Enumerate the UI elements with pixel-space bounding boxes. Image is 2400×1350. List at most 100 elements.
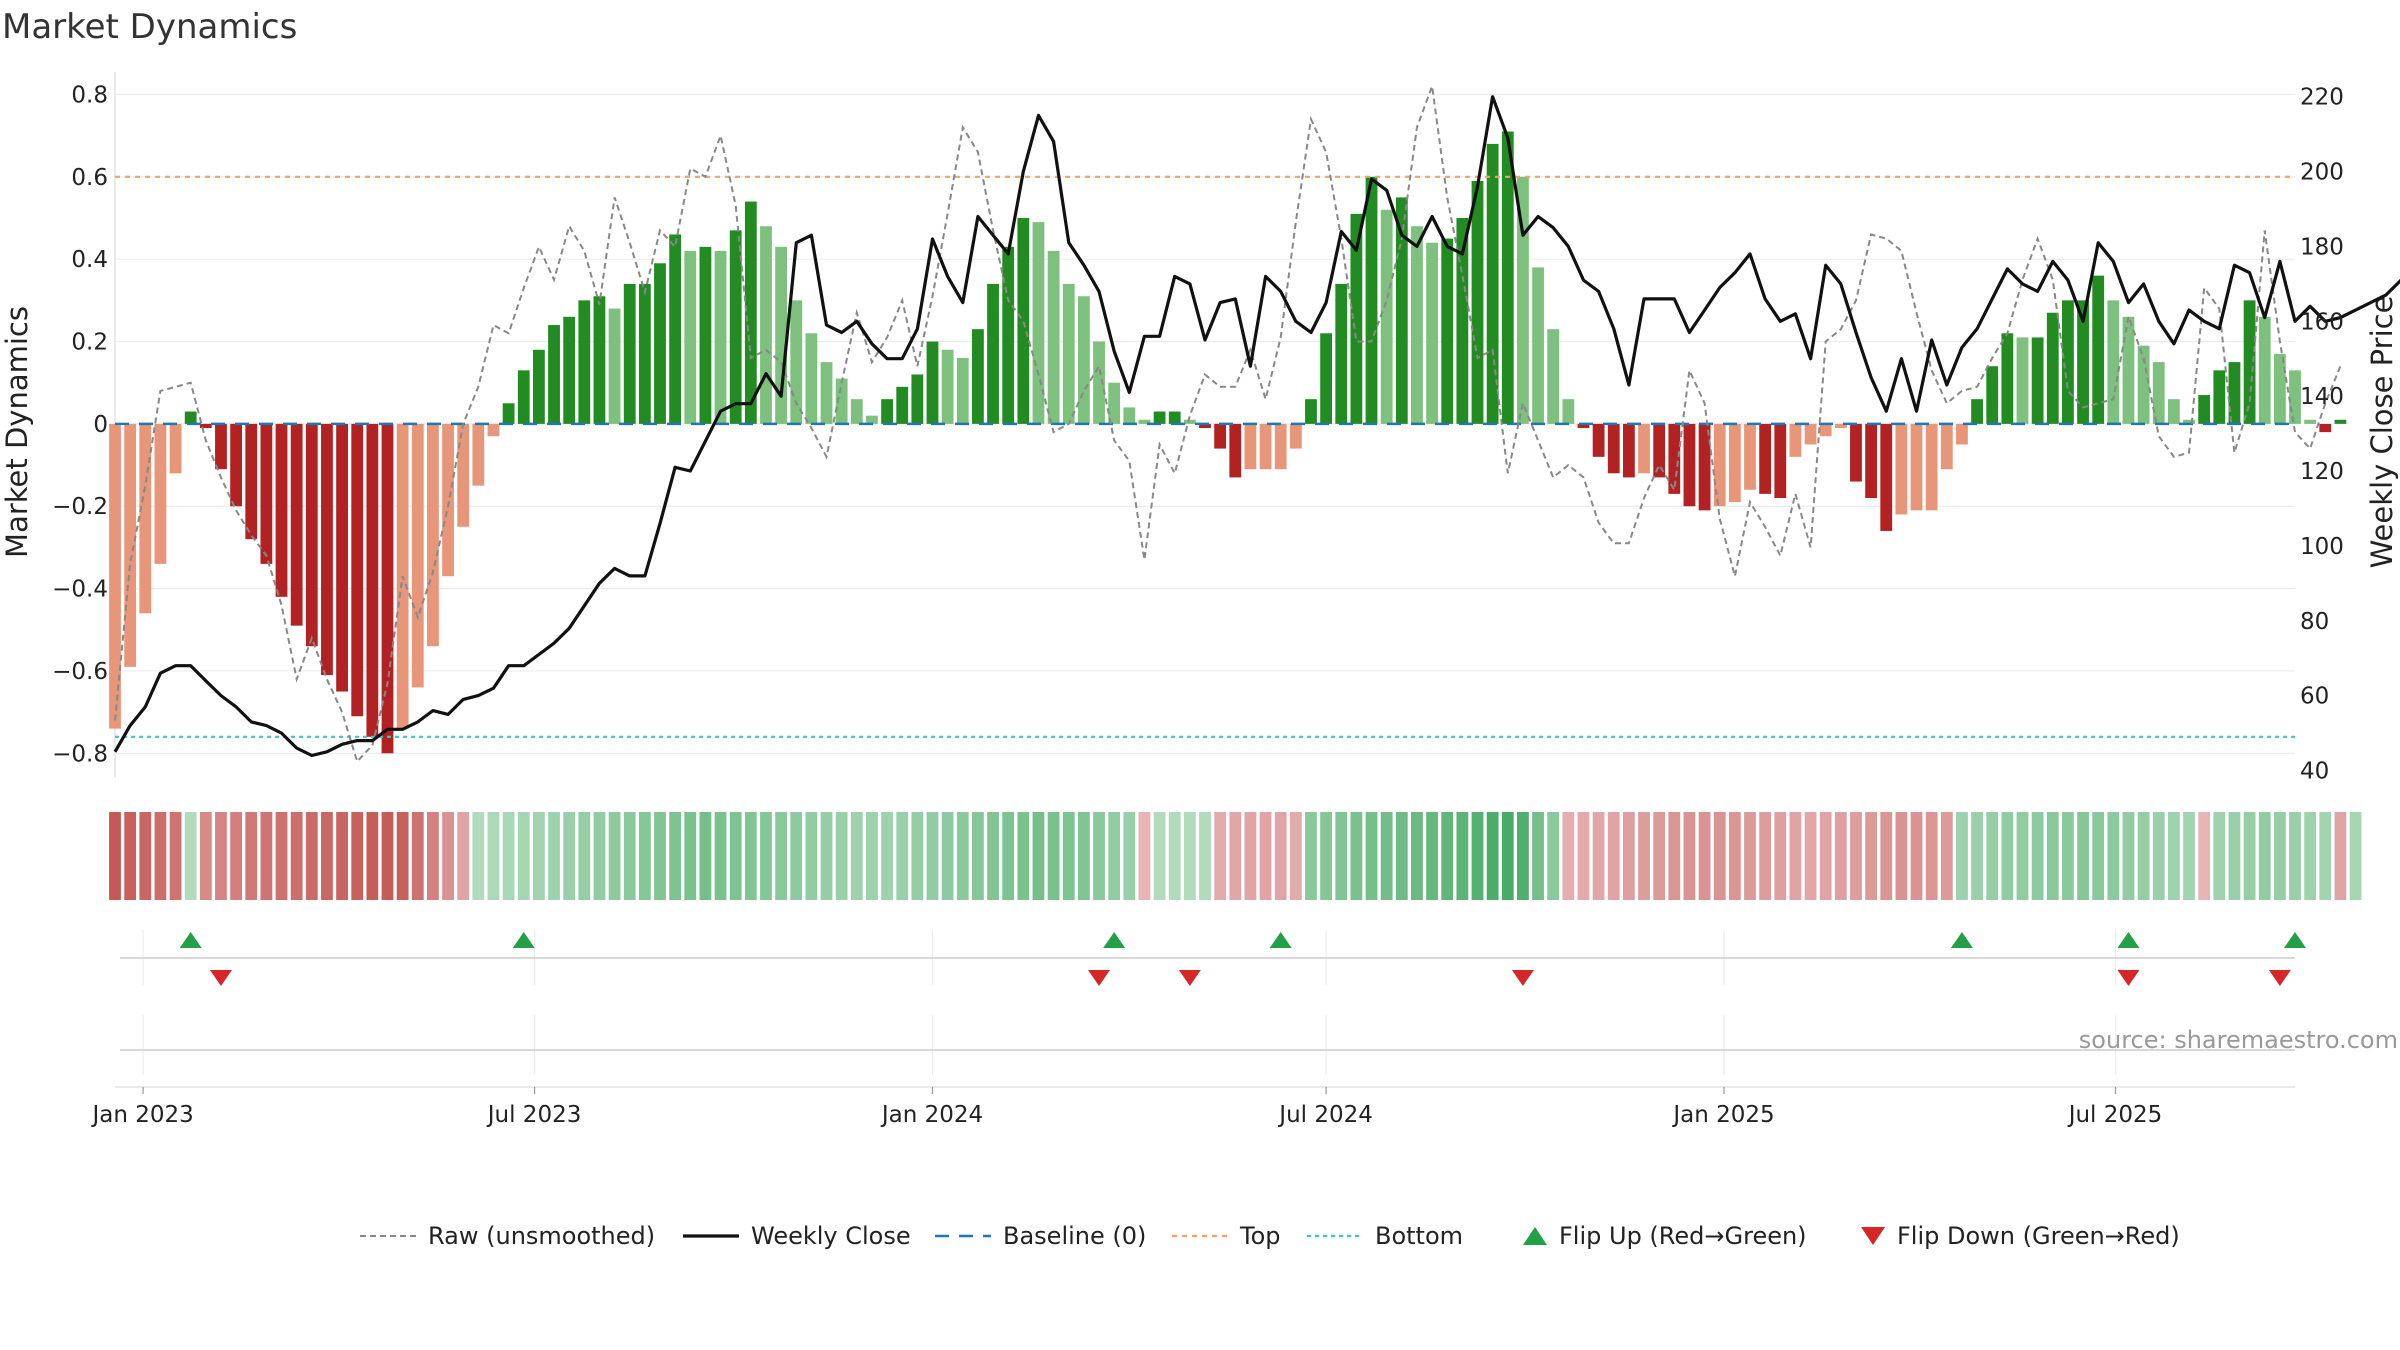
strip-cell: [2062, 812, 2074, 900]
dynamics-bar: [1638, 423, 1650, 474]
dynamics-bar: [2183, 419, 2195, 424]
dynamics-bar: [1077, 296, 1090, 424]
strip-cell: [427, 812, 439, 900]
strip-cell: [1956, 812, 1968, 900]
dynamics-bar: [1047, 250, 1060, 424]
dynamics-bar: [1850, 423, 1862, 482]
strip-cell: [305, 812, 318, 900]
strip-cell: [729, 812, 742, 900]
strip-cell: [2258, 812, 2271, 900]
strip-cell: [956, 812, 969, 900]
dynamics-bar: [638, 283, 651, 424]
flip-up-marker: [179, 932, 202, 948]
strip-cell: [2304, 812, 2317, 900]
strip-cell: [502, 812, 515, 900]
strip-cell: [911, 812, 924, 900]
dynamics-bar: [790, 300, 803, 424]
strip-cell: [1047, 812, 1060, 900]
dynamics-bar: [1517, 176, 1529, 424]
dynamics-bar: [578, 300, 591, 424]
dynamics-bar: [548, 325, 560, 424]
strip-cell: [1759, 812, 1772, 900]
strip-cell: [2046, 812, 2059, 900]
strip-cell: [1123, 812, 1136, 900]
right-tick-label: 140: [2300, 384, 2344, 410]
dynamics-bar: [305, 423, 318, 647]
dynamics-bar: [881, 399, 893, 424]
strip-cell: [245, 812, 258, 900]
dynamics-bar: [2228, 362, 2241, 424]
dynamics-bars: [109, 131, 2347, 754]
dynamics-bar: [1940, 423, 1953, 470]
dynamics-bar: [381, 423, 394, 754]
dynamics-bar: [1426, 242, 1438, 424]
strip-cell: [1653, 812, 1666, 900]
strip-cell: [1592, 812, 1605, 900]
strip-cell: [1698, 812, 1711, 900]
strip-cell: [139, 812, 152, 900]
right-tick-label: 100: [2300, 534, 2344, 560]
strip-cell: [820, 812, 833, 900]
x-tick-label: Jan 2023: [90, 1102, 193, 1128]
strip-cell: [1638, 812, 1650, 900]
dynamics-bar: [775, 246, 788, 424]
flip-markers: [115, 932, 2306, 1088]
dynamics-bar: [926, 341, 939, 424]
dynamics-bar: [1183, 419, 1196, 424]
strip-cell: [1183, 812, 1196, 900]
strip-cell: [1002, 812, 1015, 900]
strip-cell: [2319, 812, 2332, 900]
right-tick-label: 60: [2300, 684, 2329, 710]
strip-cell: [896, 812, 909, 900]
strip-cell: [1441, 812, 1454, 900]
left-tick-label: 0.6: [71, 165, 108, 191]
dynamics-bar: [1744, 423, 1756, 490]
dynamics-bar: [1910, 423, 1923, 511]
dynamics-bar: [1017, 218, 1030, 424]
strip-cell: [184, 812, 197, 900]
right-tick-label: 200: [2300, 160, 2344, 186]
dynamics-bar: [896, 386, 909, 424]
dynamics-bar: [2213, 370, 2226, 424]
dynamics-bar: [1532, 267, 1544, 424]
dynamics-bar: [850, 399, 863, 424]
strip-cell: [1350, 812, 1363, 900]
strip-cell: [2016, 812, 2029, 900]
left-tick-label: 0.8: [71, 82, 108, 108]
strip-cell: [669, 812, 682, 900]
strip-cell: [775, 812, 788, 900]
dynamics-bar: [1411, 226, 1423, 424]
dynamics-bar: [1486, 143, 1499, 424]
left-tick-label: −0.2: [52, 494, 108, 520]
dynamics-bar: [517, 370, 530, 424]
grid-layer: [114, 72, 2295, 1075]
dynamics-bar: [714, 250, 727, 424]
dynamics-bar: [275, 423, 288, 597]
strip-cell: [578, 812, 591, 900]
dynamics-bar: [835, 378, 848, 424]
strip-cell: [623, 812, 636, 900]
strip-cell: [1289, 812, 1302, 900]
strip-cell: [1789, 812, 1802, 900]
strip-cell: [1214, 812, 1227, 900]
dynamics-bar: [1350, 213, 1363, 424]
strip-cell: [1971, 812, 1983, 900]
dynamics-bar: [1880, 423, 1893, 531]
strip-cell: [1274, 812, 1287, 900]
left-tick-label: 0.2: [71, 330, 108, 356]
dynamics-bar: [1259, 423, 1272, 470]
strip-cell: [1244, 812, 1257, 900]
strip-cell: [1501, 812, 1514, 900]
dynamics-bar: [1365, 176, 1378, 424]
legend-label: Raw (unsmoothed): [428, 1222, 655, 1250]
strip-cell: [215, 812, 227, 900]
strip-cell: [109, 812, 121, 900]
strip-cell: [457, 812, 470, 900]
dynamics-bar: [366, 423, 379, 737]
strip-cell: [1077, 812, 1090, 900]
strip-cell: [532, 812, 545, 900]
dynamics-bar: [1168, 411, 1181, 424]
strip-cell: [290, 812, 303, 900]
dynamics-bar: [1471, 180, 1484, 424]
right-tick-label: 40: [2300, 759, 2329, 785]
